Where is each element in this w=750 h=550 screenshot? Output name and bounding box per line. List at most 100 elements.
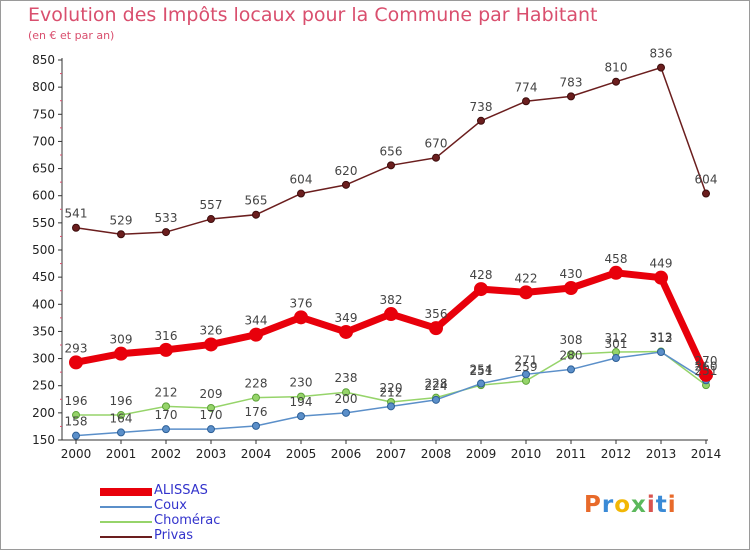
chart-subtitle: (en € et par an) bbox=[28, 29, 115, 42]
data-label: 212 bbox=[380, 385, 403, 399]
logo-letter: o bbox=[614, 492, 632, 518]
x-tick-label: 2014 bbox=[691, 447, 722, 461]
data-point bbox=[72, 223, 80, 232]
y-tick-label: 350 bbox=[32, 324, 55, 338]
data-label: 259 bbox=[515, 360, 538, 374]
x-tick-label: 2001 bbox=[106, 447, 137, 461]
data-point bbox=[387, 402, 395, 411]
chart-axes: 150 200 250 300 350 400 450 500 550 600 650 700 750 8… bbox=[32, 53, 721, 461]
logo-letter: P bbox=[584, 492, 602, 518]
data-point bbox=[69, 355, 83, 370]
data-label: 200 bbox=[335, 392, 358, 406]
data-point bbox=[72, 411, 80, 420]
data-label: 430 bbox=[560, 267, 583, 281]
data-point bbox=[609, 265, 623, 280]
data-label: 344 bbox=[245, 314, 268, 328]
data-point bbox=[207, 425, 215, 434]
y-tick-label: 550 bbox=[32, 216, 55, 230]
logo-letter: t bbox=[655, 492, 668, 518]
data-label: 212 bbox=[155, 385, 178, 399]
data-label: 251 bbox=[470, 364, 493, 378]
chart-data-labels: 541 529 533 557 565 604 620 656 670 738 774 783 810 8… bbox=[65, 47, 718, 429]
legend-swatch bbox=[100, 521, 152, 523]
data-point bbox=[387, 161, 395, 170]
data-point bbox=[612, 77, 620, 86]
data-label: 230 bbox=[290, 376, 313, 390]
data-point bbox=[567, 350, 575, 359]
y-tick-label: 500 bbox=[32, 243, 55, 257]
data-label: 810 bbox=[605, 61, 628, 75]
x-tick-label: 2011 bbox=[556, 447, 587, 461]
data-point bbox=[162, 228, 170, 237]
x-tick-label: 2008 bbox=[421, 447, 452, 461]
legend-label: Chomérac bbox=[154, 513, 221, 528]
data-label: 280 bbox=[560, 348, 583, 362]
legend-swatch bbox=[100, 488, 152, 496]
data-point bbox=[72, 431, 80, 440]
data-label: 260 bbox=[695, 359, 718, 373]
data-label: 458 bbox=[605, 252, 628, 266]
data-point bbox=[699, 367, 713, 382]
x-tick-label: 2013 bbox=[646, 447, 677, 461]
data-label: 313 bbox=[650, 331, 673, 345]
data-label: 541 bbox=[65, 207, 88, 221]
data-point bbox=[342, 388, 350, 397]
line-chart: 150 200 250 300 350 400 450 500 550 600 650 700 750 8… bbox=[32, 47, 721, 461]
data-label: 170 bbox=[200, 408, 223, 422]
y-tick-label: 300 bbox=[32, 352, 55, 366]
x-tick-label: 2007 bbox=[376, 447, 407, 461]
data-point bbox=[252, 210, 260, 219]
logo-letter: r bbox=[601, 492, 615, 518]
data-label: 158 bbox=[65, 415, 88, 429]
data-label: 349 bbox=[335, 311, 358, 325]
data-label: 836 bbox=[650, 47, 673, 61]
data-label: 565 bbox=[245, 194, 268, 208]
y-tick-label: 250 bbox=[32, 379, 55, 393]
data-point bbox=[477, 379, 485, 388]
legend-swatch bbox=[100, 506, 152, 508]
data-point bbox=[342, 408, 350, 417]
data-point bbox=[297, 412, 305, 421]
y-tick-label: 800 bbox=[32, 80, 55, 94]
data-point bbox=[162, 425, 170, 434]
y-tick-label: 700 bbox=[32, 134, 55, 148]
data-label: 604 bbox=[290, 173, 313, 187]
data-label: 312 bbox=[650, 331, 673, 345]
data-label: 254 bbox=[470, 363, 493, 377]
data-label: 224 bbox=[425, 379, 448, 393]
data-label: 738 bbox=[470, 100, 493, 114]
chart-title: Evolution des Impôts locaux pour la Comm… bbox=[28, 4, 598, 26]
logo-letter: x bbox=[631, 492, 647, 518]
data-point bbox=[162, 402, 170, 411]
data-point bbox=[567, 92, 575, 101]
legend-label: Coux bbox=[154, 498, 187, 513]
data-label: 196 bbox=[110, 394, 133, 408]
data-point bbox=[249, 327, 263, 342]
y-tick-label: 650 bbox=[32, 162, 55, 176]
data-label: 164 bbox=[110, 411, 133, 425]
x-tick-label: 2009 bbox=[466, 447, 497, 461]
data-label: 620 bbox=[335, 164, 358, 178]
data-label: 238 bbox=[335, 371, 358, 385]
x-tick-label: 2004 bbox=[241, 447, 272, 461]
proxiti-logo: Proxiti bbox=[584, 492, 677, 518]
data-point bbox=[207, 215, 215, 224]
x-tick-label: 2000 bbox=[61, 447, 92, 461]
data-point bbox=[114, 346, 128, 361]
data-label: 220 bbox=[380, 381, 403, 395]
data-label: 422 bbox=[515, 271, 538, 285]
y-tick-label: 450 bbox=[32, 270, 55, 284]
x-tick-label: 2003 bbox=[196, 447, 227, 461]
data-label: 194 bbox=[290, 395, 313, 409]
data-label: 309 bbox=[110, 333, 133, 347]
data-point bbox=[117, 428, 125, 437]
data-label: 449 bbox=[650, 257, 673, 271]
data-point bbox=[117, 230, 125, 239]
data-label: 529 bbox=[110, 213, 133, 227]
chart-series bbox=[69, 63, 713, 440]
data-point bbox=[297, 189, 305, 198]
data-label: 228 bbox=[245, 377, 268, 391]
legend-label: Privas bbox=[154, 528, 193, 543]
data-label: 356 bbox=[425, 307, 448, 321]
data-point bbox=[207, 403, 215, 412]
